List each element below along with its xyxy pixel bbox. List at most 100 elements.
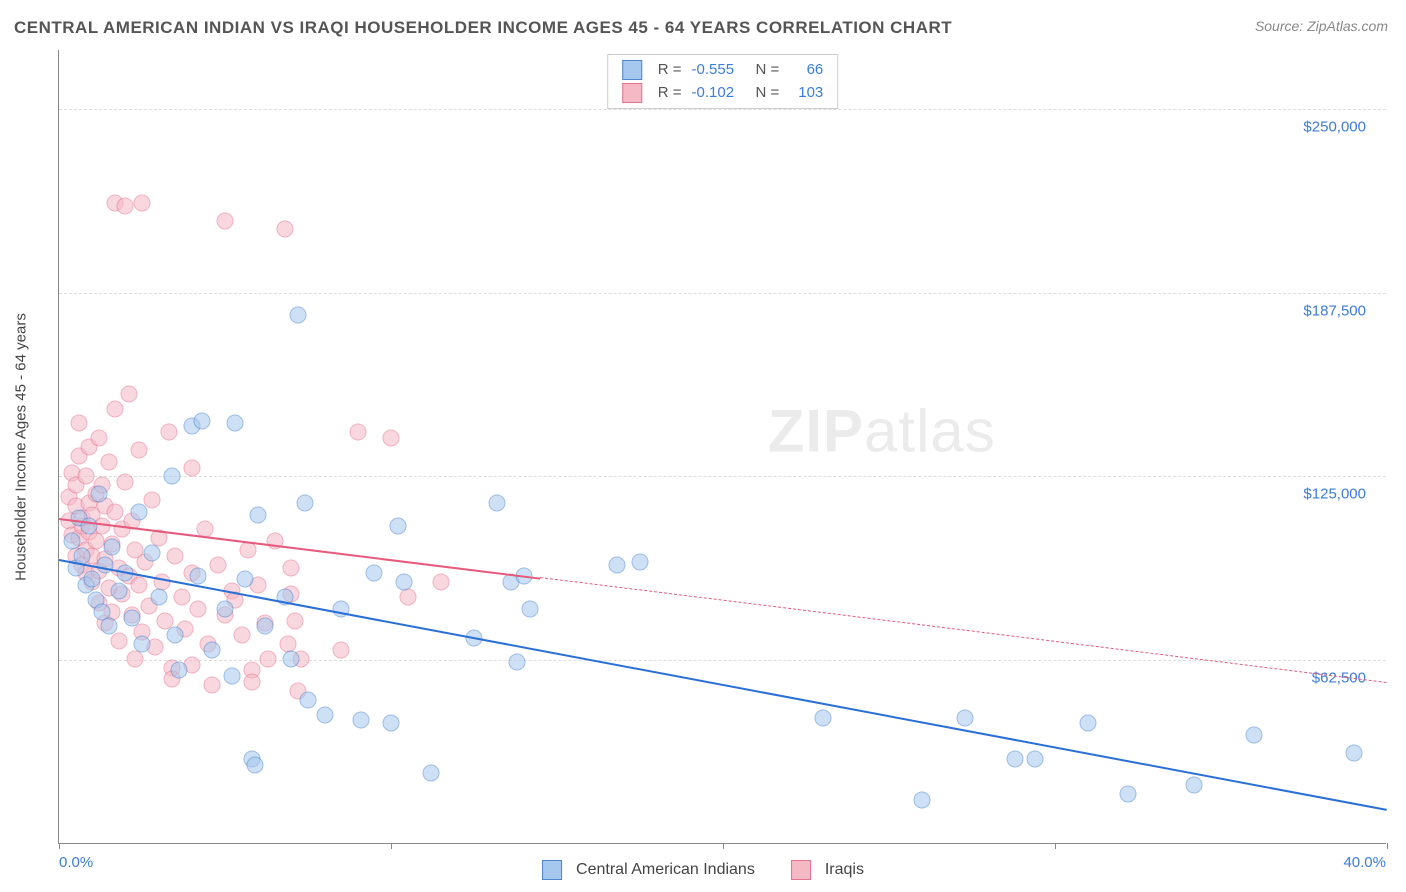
data-point: [1246, 727, 1263, 744]
data-point: [814, 709, 831, 726]
data-point: [150, 588, 167, 605]
data-point: [422, 765, 439, 782]
stats-n-label: N =: [756, 82, 780, 105]
data-point: [190, 600, 207, 617]
data-point: [333, 641, 350, 658]
data-point: [432, 574, 449, 591]
data-point: [203, 677, 220, 694]
x-tick: [391, 843, 392, 849]
data-point: [110, 583, 127, 600]
data-point: [509, 653, 526, 670]
data-point: [127, 650, 144, 667]
stats-n-value: 103: [789, 82, 823, 105]
data-point: [233, 627, 250, 644]
data-point: [124, 609, 141, 626]
data-point: [366, 565, 383, 582]
correlation-chart: CENTRAL AMERICAN INDIAN VS IRAQI HOUSEHO…: [0, 0, 1406, 892]
data-point: [632, 553, 649, 570]
legend-item: Iraqis: [791, 860, 864, 880]
data-point: [383, 715, 400, 732]
data-point: [90, 486, 107, 503]
y-gridline: [59, 476, 1386, 477]
data-point: [173, 588, 190, 605]
data-point: [389, 518, 406, 535]
data-point: [170, 662, 187, 679]
y-tick-label: $250,000: [1303, 118, 1366, 135]
data-point: [276, 221, 293, 238]
x-tick-label: 40.0%: [1343, 854, 1386, 871]
data-point: [107, 503, 124, 520]
data-point: [246, 756, 263, 773]
data-point: [130, 441, 147, 458]
stats-r-value: -0.555: [692, 59, 746, 82]
data-point: [1120, 786, 1137, 803]
legend-swatch: [791, 860, 811, 880]
data-point: [117, 474, 134, 491]
stats-r-value: -0.102: [692, 82, 746, 105]
data-point: [130, 577, 147, 594]
data-point: [210, 556, 227, 573]
stats-r-label: R =: [658, 82, 682, 105]
y-gridline: [59, 660, 1386, 661]
data-point: [100, 453, 117, 470]
x-tick: [1055, 843, 1056, 849]
data-point: [217, 600, 234, 617]
y-gridline: [59, 293, 1386, 294]
data-point: [107, 400, 124, 417]
data-point: [399, 588, 416, 605]
data-point: [957, 709, 974, 726]
data-point: [260, 650, 277, 667]
data-point: [236, 571, 253, 588]
data-point: [104, 538, 121, 555]
data-point: [143, 544, 160, 561]
data-point: [353, 712, 370, 729]
data-point: [296, 494, 313, 511]
data-point: [183, 459, 200, 476]
data-point: [489, 494, 506, 511]
data-point: [914, 791, 931, 808]
legend-swatch: [542, 860, 562, 880]
data-point: [1007, 750, 1024, 767]
legend-item: Central American Indians: [542, 860, 755, 880]
data-point: [90, 430, 107, 447]
data-point: [283, 650, 300, 667]
data-point: [316, 706, 333, 723]
chart-title: CENTRAL AMERICAN INDIAN VS IRAQI HOUSEHO…: [14, 18, 952, 38]
x-tick-label: 0.0%: [59, 854, 93, 871]
data-point: [120, 386, 137, 403]
data-point: [349, 424, 366, 441]
data-point: [167, 627, 184, 644]
source-label: Source: ZipAtlas.com: [1255, 18, 1388, 34]
data-point: [163, 468, 180, 485]
data-point: [193, 412, 210, 429]
data-point: [1186, 777, 1203, 794]
series-swatch: [622, 83, 642, 103]
data-point: [87, 533, 104, 550]
data-point: [134, 194, 151, 211]
data-point: [243, 674, 260, 691]
data-point: [1345, 744, 1362, 761]
data-point: [1027, 750, 1044, 767]
data-point: [608, 556, 625, 573]
data-point: [250, 506, 267, 523]
y-tick-label: $125,000: [1303, 486, 1366, 503]
stats-r-label: R =: [658, 59, 682, 82]
stats-row: R = -0.555 N = 66: [622, 59, 824, 82]
data-point: [130, 503, 147, 520]
data-point: [396, 574, 413, 591]
data-point: [77, 468, 94, 485]
data-point: [1080, 715, 1097, 732]
data-point: [70, 415, 87, 432]
stats-n-value: 66: [789, 59, 823, 82]
plot-area: Householder Income Ages 45 - 64 years ZI…: [58, 50, 1386, 844]
y-tick-label: $187,500: [1303, 302, 1366, 319]
data-point: [134, 636, 151, 653]
stats-n-label: N =: [756, 59, 780, 82]
data-point: [203, 641, 220, 658]
data-point: [286, 612, 303, 629]
x-tick: [723, 843, 724, 849]
data-point: [110, 633, 127, 650]
data-point: [256, 618, 273, 635]
y-gridline: [59, 109, 1386, 110]
x-tick: [1387, 843, 1388, 849]
